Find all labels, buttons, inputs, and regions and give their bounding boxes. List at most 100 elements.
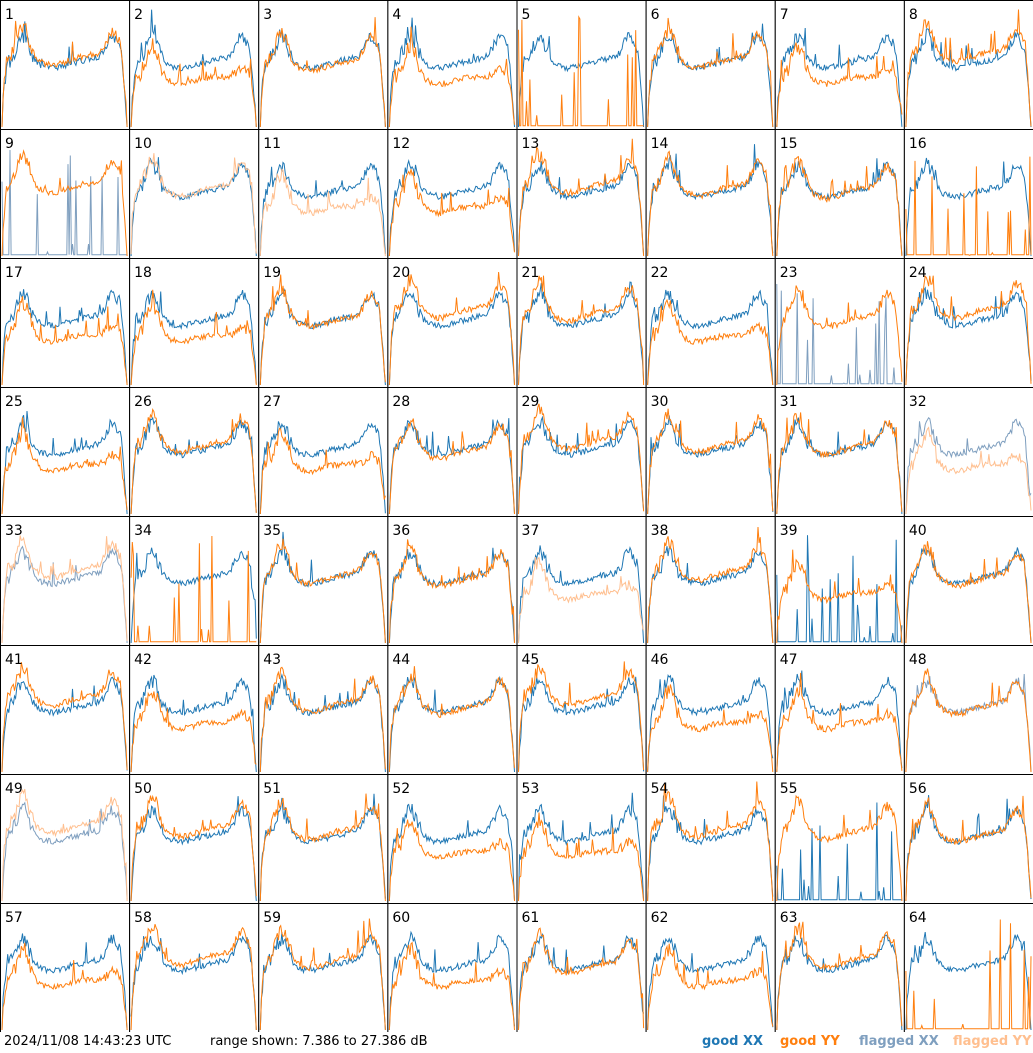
panel-38: 38 <box>645 516 776 646</box>
series-yy <box>388 941 515 1031</box>
panel-frame <box>903 387 1033 517</box>
panel-frame <box>903 0 1033 130</box>
series-xx <box>776 934 903 1031</box>
panel-label: 53 <box>522 781 540 797</box>
panel-14: 14 <box>645 129 776 259</box>
panel-label: 12 <box>392 136 410 152</box>
panel-label: 10 <box>134 136 152 152</box>
panel-frame <box>387 516 518 646</box>
series-yy <box>130 535 257 643</box>
panel-frame <box>387 774 518 904</box>
series-xx <box>130 416 257 515</box>
panel-18: 18 <box>129 258 260 388</box>
series-yy <box>647 150 774 257</box>
panel-label: 6 <box>651 7 660 23</box>
series-xx <box>647 795 774 902</box>
panel-label: 64 <box>909 910 927 926</box>
panel-label: 48 <box>909 652 927 668</box>
panel-label: 24 <box>909 265 927 281</box>
panel-label: 3 <box>263 7 272 23</box>
series-xx <box>518 792 645 902</box>
series-yy <box>647 298 774 386</box>
series-yy <box>388 539 515 644</box>
series-yy <box>518 812 645 902</box>
series-xx <box>259 161 386 257</box>
series-xx <box>1 289 128 386</box>
series-yy <box>518 927 645 1031</box>
panel-label: 51 <box>263 781 281 797</box>
series-yy <box>388 418 515 515</box>
panel-label: 16 <box>909 136 927 152</box>
panel-label: 47 <box>780 652 798 668</box>
panel-label: 36 <box>392 523 410 539</box>
series-xx <box>130 935 257 1031</box>
panel-label: 57 <box>5 910 23 926</box>
panel-label: 14 <box>651 136 669 152</box>
panel-48: 48 <box>903 645 1033 775</box>
series-yy <box>259 427 386 515</box>
legend-flagged-yy: flagged YY <box>953 1034 1032 1049</box>
legend-good-yy: good YY <box>780 1034 840 1049</box>
panel-54: 54 <box>645 774 776 904</box>
panel-frame <box>774 903 905 1032</box>
panel-label: 15 <box>780 136 798 152</box>
panel-label: 59 <box>263 910 281 926</box>
series-xx <box>518 676 645 773</box>
panel-label: 46 <box>651 652 669 668</box>
series-yy <box>259 918 386 1031</box>
series-xx <box>1 149 128 256</box>
panel-62: 62 <box>645 903 776 1032</box>
series-yy <box>130 407 257 515</box>
panel-frame <box>258 129 389 259</box>
series-xx <box>776 670 903 773</box>
panel-frame <box>645 774 776 904</box>
panel-label: 19 <box>263 265 281 281</box>
panel-label: 29 <box>522 394 540 410</box>
panel-label: 61 <box>522 910 540 926</box>
panel-47: 47 <box>774 645 905 775</box>
panel-label: 39 <box>780 523 798 539</box>
series-xx <box>776 535 903 643</box>
series-xx <box>130 796 257 902</box>
panel-frame <box>387 0 518 130</box>
panel-label: 23 <box>780 265 798 281</box>
panel-13: 13 <box>516 129 647 259</box>
panel-35: 35 <box>258 516 389 646</box>
panel-label: 56 <box>909 781 927 797</box>
series-yy <box>647 684 774 773</box>
panel-label: 49 <box>5 781 23 797</box>
series-xx <box>518 545 645 644</box>
panel-label: 42 <box>134 652 152 668</box>
series-xx <box>905 157 1032 257</box>
series-xx <box>518 281 645 386</box>
series-yy <box>130 794 257 902</box>
panel-15: 15 <box>774 129 905 259</box>
series-yy <box>776 549 903 644</box>
panel-label: 26 <box>134 394 152 410</box>
panel-label: 32 <box>909 394 927 410</box>
panel-label: 62 <box>651 910 669 926</box>
series-yy <box>647 781 774 902</box>
panel-19: 19 <box>258 258 389 388</box>
series-yy <box>518 138 645 257</box>
panel-55: 55 <box>774 774 905 904</box>
panel-label: 4 <box>392 7 401 23</box>
panel-frame <box>387 129 518 259</box>
legend-flagged-xx: flagged XX <box>859 1034 939 1049</box>
panel-label: 45 <box>522 652 540 668</box>
panel-29: 29 <box>516 387 647 517</box>
series-xx <box>1 545 128 644</box>
series-xx <box>647 415 774 515</box>
panel-frame <box>0 129 131 259</box>
series-yy <box>776 285 903 386</box>
range-text: range shown: 7.386 to 27.386 dB <box>210 1034 428 1049</box>
panel-43: 43 <box>258 645 389 775</box>
panel-61: 61 <box>516 903 647 1032</box>
panel-label: 58 <box>134 910 152 926</box>
panel-59: 59 <box>258 903 389 1032</box>
panel-12: 12 <box>387 129 518 259</box>
series-yy <box>259 538 386 644</box>
series-xx <box>776 283 902 385</box>
panel-39: 39 <box>774 516 905 646</box>
